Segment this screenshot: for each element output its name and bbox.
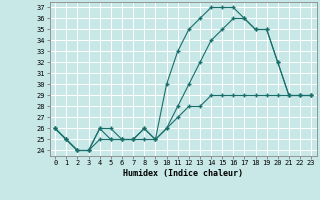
X-axis label: Humidex (Indice chaleur): Humidex (Indice chaleur) [123,169,243,178]
